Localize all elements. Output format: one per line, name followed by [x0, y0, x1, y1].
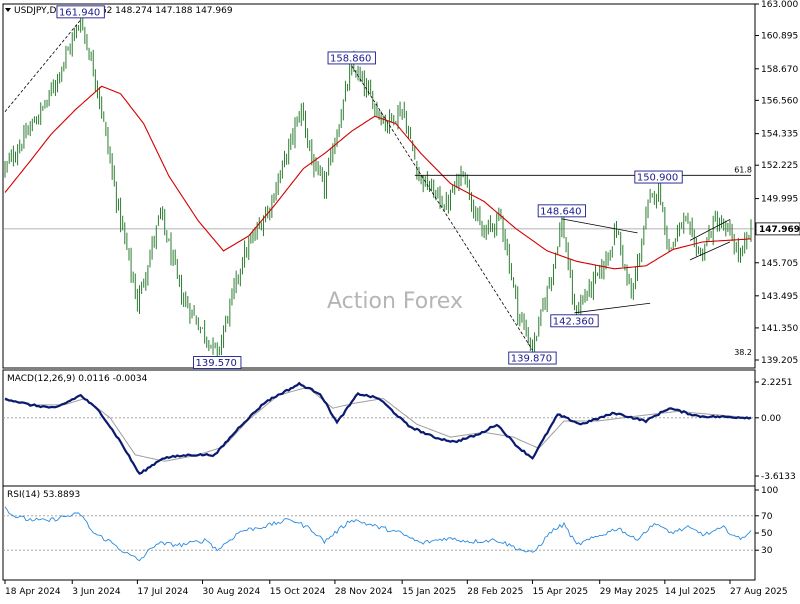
date-axis-label: 30 Aug 2024 — [203, 587, 261, 597]
rsi-panel: RSI(14) 53.8893 100 70 50 30 — [3, 486, 778, 562]
date-axis-label: 14 Jul 2025 — [665, 587, 716, 597]
rsi-axis-label: 100 — [761, 486, 778, 496]
macd-main-line — [4, 381, 752, 475]
date-axis-label: 18 Apr 2024 — [5, 587, 61, 597]
date-axis-label: 28 Feb 2025 — [467, 587, 523, 597]
swing-label-150-900: 150.900 — [634, 170, 683, 184]
swing-label-139-870: 139.870 — [508, 351, 557, 365]
swing-label-box — [634, 170, 683, 184]
macd-axis-label: 2.2251 — [761, 378, 793, 388]
price-axis-label: 160.895 — [761, 31, 798, 41]
date-axis-label: 27 Aug 2025 — [730, 587, 788, 597]
current-price-box — [755, 222, 800, 236]
trendline — [689, 219, 731, 241]
swing-label-box — [537, 204, 587, 218]
price-axis-label: 154.335 — [761, 130, 798, 140]
date-axis-label: 15 Jan 2025 — [402, 587, 456, 597]
swing-label-text: 139.870 — [511, 354, 552, 365]
current-price-label: 147.969 — [759, 225, 800, 235]
moving-average-line — [4, 85, 752, 270]
rsi-line — [4, 506, 752, 562]
macd-label: MACD(12,26,9) 0.0116 -0.0034 — [7, 374, 148, 384]
price-axis-label: 139.205 — [761, 356, 798, 366]
swing-label-142-360: 142.360 — [550, 314, 599, 328]
swing-label-text: 139.570 — [196, 358, 237, 369]
date-axis: 18 Apr 2024 3 Jun 2024 17 Jul 2024 30 Aug 2… — [4, 580, 788, 597]
trendline — [561, 218, 638, 234]
rsi-axis-label: 30 — [761, 546, 773, 556]
symbol-header: USDJPY,Daily 147.962 148.274 147.188 147… — [14, 6, 233, 16]
price-axis: 163.000 160.895 158.670 156.560 154.335 152.2… — [755, 0, 798, 366]
swing-label-139-570: 139.570 — [193, 356, 242, 369]
macd-axis-label: -3.6133 — [761, 472, 796, 482]
swing-label-text: 150.900 — [637, 173, 678, 184]
candles — [4, 17, 752, 360]
trendline — [574, 302, 651, 314]
swing-label-161-940: 161.940 — [56, 5, 105, 19]
fib-level-label: 38.2 — [734, 348, 752, 357]
swing-label-text: 158.860 — [330, 53, 371, 64]
trendline — [351, 65, 533, 351]
chart-header: USDJPY,Daily 147.962 148.274 147.188 147… — [5, 6, 233, 16]
date-axis-label: 29 May 2025 — [600, 587, 659, 597]
price-panel-frame — [2, 3, 756, 369]
swing-label-box — [550, 314, 599, 328]
date-axis-label: 17 Jul 2024 — [137, 587, 188, 597]
swing-label-box — [327, 51, 376, 65]
swing-label-158-860: 158.860 — [327, 51, 376, 65]
date-axis-label: 3 Jun 2024 — [72, 587, 121, 597]
trendlines — [4, 19, 751, 351]
macd-axis-label: 0.00 — [761, 414, 781, 424]
date-axis-label: 28 Nov 2024 — [335, 587, 393, 597]
price-axis-label: 143.495 — [761, 292, 798, 302]
rsi-label: RSI(14) 53.8893 — [7, 490, 80, 500]
swing-label-box — [193, 356, 242, 369]
swing-label-box — [508, 351, 557, 365]
date-axis-label: 15 Oct 2024 — [270, 587, 326, 597]
rsi-panel-frame — [2, 485, 756, 581]
swing-label-text: 142.360 — [553, 316, 594, 327]
fib-level-label: 61.8 — [734, 165, 752, 174]
price-axis-label: 163.000 — [761, 0, 798, 10]
price-axis-label: 145.705 — [761, 259, 798, 269]
trendline — [689, 241, 731, 261]
swing-label-148-640: 148.640 — [537, 204, 587, 218]
price-axis-label: 152.225 — [761, 161, 798, 171]
price-axis-label: 156.560 — [761, 96, 798, 106]
swing-label-text: 161.940 — [59, 7, 100, 18]
rsi-axis-label: 70 — [761, 512, 773, 522]
swing-label-box — [56, 5, 105, 19]
macd-panel: MACD(12,26,9) 0.0116 -0.0034 2.2251 0.00 -3… — [3, 374, 796, 482]
date-axis-label: 15 Apr 2025 — [532, 587, 588, 597]
macd-panel-frame — [2, 369, 756, 487]
price-axis-label: 141.350 — [761, 324, 798, 334]
rsi-axis-label: 50 — [761, 529, 773, 539]
watermark-text: Action Forex — [327, 289, 463, 314]
price-axis-label: 149.995 — [761, 195, 798, 205]
dropdown-arrow-icon — [5, 8, 11, 12]
swing-label-text: 148.640 — [540, 206, 581, 217]
price-axis-label: 158.670 — [761, 65, 798, 75]
